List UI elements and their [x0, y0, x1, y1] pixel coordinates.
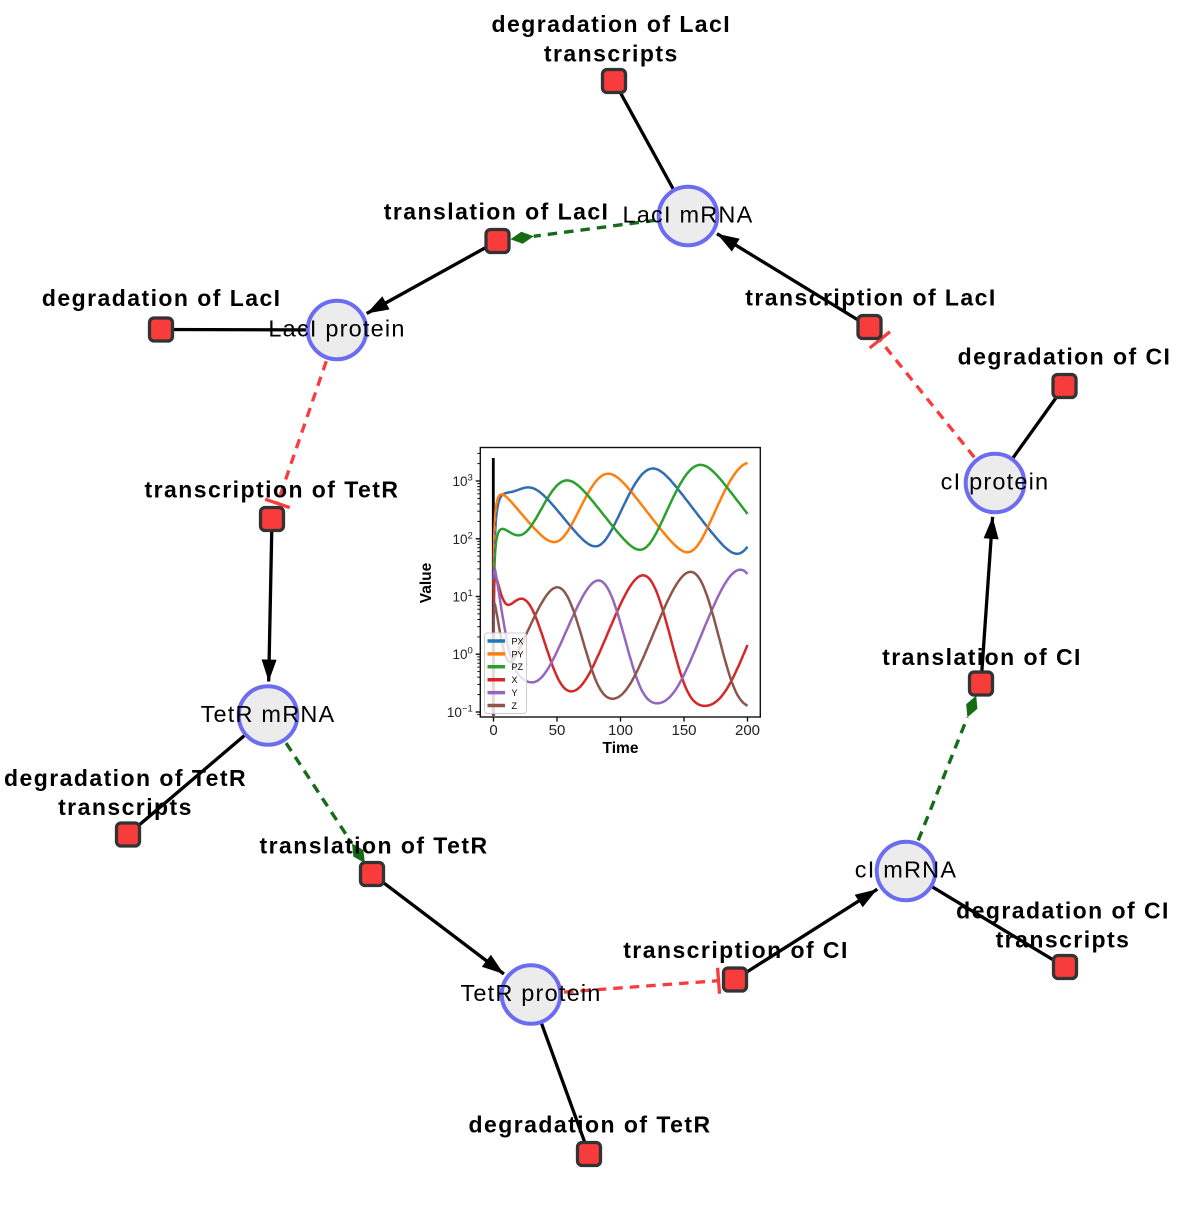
svg-text:degradation of CI: degradation of CI: [958, 344, 1172, 370]
svg-text:PZ: PZ: [512, 662, 524, 672]
svg-text:Y: Y: [512, 688, 518, 698]
svg-text:150: 150: [671, 722, 696, 739]
svg-text:100: 100: [608, 722, 633, 739]
svg-text:TetR protein: TetR protein: [460, 980, 601, 1006]
svg-text:transcripts: transcripts: [544, 41, 679, 67]
svg-text:Value: Value: [418, 562, 435, 603]
svg-text:TetR mRNA: TetR mRNA: [201, 701, 336, 727]
svg-text:transcripts: transcripts: [58, 794, 193, 820]
svg-text:200: 200: [735, 722, 760, 739]
svg-text:degradation of LacI: degradation of LacI: [42, 285, 282, 311]
svg-text:cI protein: cI protein: [941, 469, 1050, 495]
svg-text:Z: Z: [512, 701, 518, 711]
svg-text:transcription of LacI: transcription of LacI: [745, 285, 997, 311]
svg-text:degradation of TetR: degradation of TetR: [4, 765, 247, 791]
svg-text:degradation of CI: degradation of CI: [956, 897, 1170, 923]
svg-text:PX: PX: [512, 636, 524, 646]
svg-text:degradation of TetR: degradation of TetR: [468, 1112, 711, 1138]
svg-text:transcription of CI: transcription of CI: [623, 937, 849, 963]
svg-text:translation of CI: translation of CI: [882, 644, 1082, 670]
svg-text:LacI protein: LacI protein: [268, 316, 405, 342]
svg-text:Time: Time: [603, 740, 639, 757]
svg-text:PY: PY: [512, 649, 524, 659]
svg-text:transcripts: transcripts: [996, 927, 1131, 953]
svg-text:0: 0: [489, 722, 497, 739]
svg-text:LacI mRNA: LacI mRNA: [623, 202, 754, 228]
svg-text:X: X: [512, 675, 518, 685]
svg-text:degradation of LacI: degradation of LacI: [491, 11, 731, 37]
svg-text:cI mRNA: cI mRNA: [855, 857, 957, 883]
svg-text:translation of LacI: translation of LacI: [384, 199, 610, 225]
svg-text:transcription of TetR: transcription of TetR: [145, 477, 400, 503]
svg-text:translation of TetR: translation of TetR: [259, 833, 488, 859]
svg-text:50: 50: [549, 722, 566, 739]
